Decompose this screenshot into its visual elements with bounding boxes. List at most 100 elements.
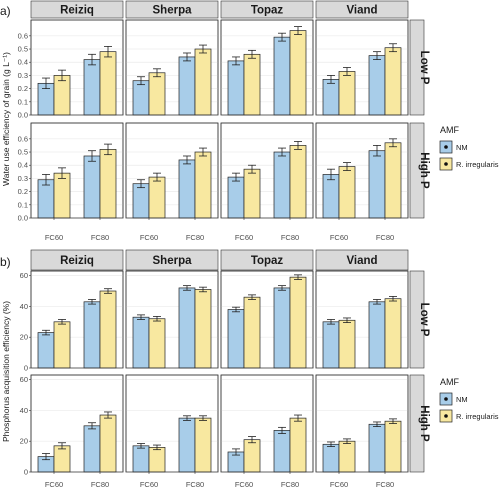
panel-border <box>315 270 409 369</box>
bar-low-p-viand-fc80-nm <box>368 55 386 116</box>
facet-strip-reiziq <box>30 249 124 271</box>
bar-low-p-reiziq-fc60-ri <box>53 75 71 116</box>
y-tick-label: 0.4 <box>18 58 28 67</box>
chart-0: a) Water use efficiency of grain (g L⁻¹) R… <box>0 0 499 242</box>
y-tick-label: 0.1 <box>18 97 28 106</box>
y-tick-label: 0.2 <box>18 187 28 196</box>
legend-point <box>444 162 448 166</box>
bar-low-p-viand-fc80-ri <box>384 47 402 116</box>
facet-strip-label: Sherpa <box>153 5 193 17</box>
y-tick-label: 0.3 <box>18 71 28 80</box>
facet-strip-sherpa <box>125 0 219 19</box>
x-tick-label: FC80 <box>91 480 109 489</box>
bar-low-p-viand-fc60-nm <box>322 79 340 116</box>
x-tick-label: FC60 <box>235 480 253 489</box>
legend-point <box>444 145 448 149</box>
panel-border <box>30 19 124 116</box>
facet-strip-viand <box>315 0 409 19</box>
bar-low-p-sherpa-fc80-ri <box>194 48 212 116</box>
x-tick-label: FC60 <box>45 480 63 489</box>
bar-high-p-topaz-fc60-ri <box>243 168 261 219</box>
bar-high-p-viand-fc60-nm <box>322 443 340 473</box>
panel-border <box>125 270 219 369</box>
bar-high-p-sherpa-fc60-nm <box>132 183 150 219</box>
bar-low-p-topaz-fc80-nm <box>273 36 291 116</box>
bar-low-p-viand-fc80-ri <box>384 298 402 369</box>
panel-border <box>30 270 124 369</box>
bar-high-p-viand-fc80-ri <box>384 142 402 219</box>
y-tick-label: 0 <box>24 364 28 373</box>
row-strip-label: High P <box>418 405 430 442</box>
legend-label: NM <box>456 143 468 152</box>
bar-high-p-viand-fc80-nm <box>368 423 386 473</box>
panel-border <box>220 374 314 473</box>
row-strip <box>409 270 425 369</box>
panel-border <box>315 122 409 219</box>
y-tick-label: 0 <box>24 468 28 477</box>
bar-high-p-viand-fc80-nm <box>368 150 386 219</box>
legend-label: R. irregularis <box>456 160 499 169</box>
bar-high-p-topaz-fc80-nm <box>273 430 291 473</box>
x-tick-label: FC80 <box>281 233 299 242</box>
bar-high-p-sherpa-fc60-nm <box>132 445 150 473</box>
facet-strip-label: Viand <box>346 255 377 267</box>
bar-low-p-sherpa-fc60-nm <box>132 80 150 116</box>
bar-high-p-sherpa-fc80-ri <box>194 417 212 473</box>
y-axis-title: Water use efficiency of grain (g L⁻¹) <box>1 52 11 186</box>
bar-high-p-sherpa-fc60-ri <box>148 176 166 219</box>
y-tick-label: 60 <box>20 375 28 384</box>
panel-label: b) <box>0 255 11 269</box>
panel-border <box>30 122 124 219</box>
y-axis-title: Phosphorus acquisition efficiency (%) <box>1 301 11 442</box>
facet-strip-label: Topaz <box>251 5 284 17</box>
bar-high-p-reiziq-fc80-nm <box>83 155 101 219</box>
bar-low-p-sherpa-fc60-ri <box>148 318 166 369</box>
facet-strip-label: Reiziq <box>60 255 94 267</box>
bar-low-p-sherpa-fc80-nm <box>178 287 196 369</box>
x-tick-label: FC60 <box>140 233 158 242</box>
bar-low-p-reiziq-fc80-ri <box>99 290 117 369</box>
panel-border <box>125 122 219 219</box>
y-tick-label: 0.6 <box>18 31 28 40</box>
x-tick-label: FC80 <box>91 233 109 242</box>
facet-strip-label: Viand <box>346 5 377 17</box>
bar-low-p-viand-fc60-nm <box>322 321 340 369</box>
bar-low-p-topaz-fc80-ri <box>289 30 307 116</box>
panel-border <box>220 122 314 219</box>
panel-label: a) <box>0 4 11 18</box>
bar-low-p-reiziq-fc60-ri <box>53 321 71 369</box>
bar-low-p-topaz-fc60-nm <box>227 60 245 116</box>
y-tick-label: 0.4 <box>18 161 28 170</box>
bar-low-p-reiziq-fc80-nm <box>83 301 101 369</box>
y-tick-label: 0.0 <box>18 111 28 120</box>
row-strip-label: High P <box>418 152 430 189</box>
x-tick-label: FC60 <box>330 233 348 242</box>
panel-border <box>315 19 409 116</box>
bar-low-p-topaz-fc60-ri <box>243 53 261 116</box>
facet-strip-reiziq <box>30 0 124 19</box>
bar-low-p-viand-fc80-nm <box>368 301 386 369</box>
bar-low-p-sherpa-fc60-ri <box>148 72 166 116</box>
bar-high-p-viand-fc80-ri <box>384 420 402 473</box>
bar-high-p-reiziq-fc80-ri <box>99 149 117 219</box>
bar-high-p-viand-fc60-ri <box>338 166 356 219</box>
x-tick-label: FC80 <box>186 233 204 242</box>
panel-border <box>315 374 409 473</box>
x-tick-label: FC60 <box>140 480 158 489</box>
panel-border <box>220 19 314 116</box>
bar-high-p-topaz-fc80-nm <box>273 151 291 219</box>
row-strip-label: Low P <box>418 303 430 337</box>
y-tick-label: 0.3 <box>18 174 28 183</box>
bar-low-p-topaz-fc60-nm <box>227 309 245 369</box>
bar-high-p-sherpa-fc80-nm <box>178 159 196 219</box>
bar-high-p-topaz-fc80-ri <box>289 417 307 473</box>
bar-low-p-reiziq-fc60-nm <box>37 332 55 369</box>
facet-strip-topaz <box>220 0 314 19</box>
bar-high-p-topaz-fc60-nm <box>227 176 245 219</box>
y-tick-label: 0.1 <box>18 200 28 209</box>
facet-strip-viand <box>315 249 409 271</box>
facet-strip-label: Topaz <box>251 255 284 267</box>
facet-strip-label: Reiziq <box>60 5 94 17</box>
bar-low-p-topaz-fc80-ri <box>289 276 307 369</box>
